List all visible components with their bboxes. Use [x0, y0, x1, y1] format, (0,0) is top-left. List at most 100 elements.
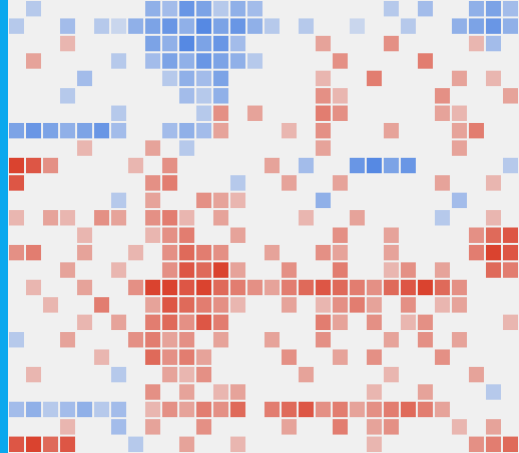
heatmap-cell	[26, 175, 42, 191]
heatmap-cell	[383, 262, 399, 278]
heatmap-cell	[77, 227, 93, 243]
heatmap-cell	[400, 349, 416, 365]
heatmap-cell	[349, 70, 365, 87]
heatmap-cell	[60, 297, 76, 313]
heatmap-cell	[247, 105, 263, 121]
heatmap-cell	[502, 140, 518, 156]
heatmap-cell	[400, 279, 416, 296]
heatmap-cell	[485, 18, 501, 34]
heatmap-cell	[400, 401, 416, 418]
heatmap-cell	[366, 314, 382, 331]
heatmap-cell	[332, 35, 348, 52]
heatmap-cell	[485, 332, 501, 348]
heatmap-cell	[400, 157, 416, 174]
heatmap-cell	[315, 192, 331, 209]
heatmap-cell	[315, 35, 331, 52]
heatmap-cell	[26, 384, 42, 400]
heatmap-cell	[26, 262, 42, 278]
heatmap-cell	[485, 122, 501, 139]
heatmap-cell	[94, 157, 110, 174]
heatmap-cell	[162, 157, 178, 174]
heatmap-cell	[281, 297, 297, 313]
heatmap-cell	[43, 436, 59, 452]
heatmap-cell	[451, 88, 467, 104]
heatmap-cell	[298, 175, 314, 191]
heatmap-cell	[281, 157, 297, 174]
heatmap-cell	[26, 401, 42, 418]
heatmap-cell	[332, 436, 348, 452]
heatmap-cell	[281, 332, 297, 348]
heatmap-cell	[264, 332, 280, 348]
heatmap-cell	[264, 401, 280, 418]
heatmap-cell	[417, 18, 433, 34]
heatmap-cell	[162, 297, 178, 313]
heatmap-cell	[349, 314, 365, 331]
heatmap-cell	[128, 279, 144, 296]
heatmap-cell	[145, 105, 161, 121]
heatmap-cell	[60, 244, 76, 261]
heatmap-cell	[332, 175, 348, 191]
heatmap-cell	[9, 384, 25, 400]
heatmap-cell	[281, 18, 297, 34]
heatmap-cell	[77, 436, 93, 452]
heatmap-cell	[264, 227, 280, 243]
heatmap-cell	[9, 436, 25, 452]
heatmap-cell	[417, 384, 433, 400]
heatmap-cell	[451, 314, 467, 331]
heatmap-cell	[468, 122, 484, 139]
heatmap-cell	[230, 244, 246, 261]
heatmap-cell	[111, 1, 127, 17]
heatmap-cell	[281, 175, 297, 191]
heatmap-cell	[111, 366, 127, 383]
heatmap-cell	[162, 419, 178, 435]
heatmap-cell	[383, 70, 399, 87]
heatmap-cell	[502, 1, 518, 17]
heatmap-cell	[26, 210, 42, 226]
heatmap-cell	[315, 227, 331, 243]
heatmap-cell	[468, 297, 484, 313]
heatmap-cell	[43, 70, 59, 87]
heatmap-cell	[128, 192, 144, 209]
heatmap-cell	[43, 332, 59, 348]
heatmap-cell	[366, 122, 382, 139]
heatmap-cell	[230, 88, 246, 104]
heatmap-cell	[145, 192, 161, 209]
heatmap-cell	[60, 35, 76, 52]
heatmap-cell	[77, 262, 93, 278]
heatmap-cell	[502, 384, 518, 400]
heatmap-cell	[60, 227, 76, 243]
heatmap-cell	[315, 366, 331, 383]
heatmap-cell	[485, 384, 501, 400]
heatmap-cell	[315, 297, 331, 313]
heatmap-cell	[468, 35, 484, 52]
heatmap-cell	[77, 244, 93, 261]
heatmap-cell	[213, 157, 229, 174]
heatmap-cell	[485, 401, 501, 418]
heatmap-cell	[94, 70, 110, 87]
heatmap-cell	[366, 227, 382, 243]
heatmap-cell	[349, 140, 365, 156]
heatmap-cell	[162, 88, 178, 104]
heatmap-cell	[26, 366, 42, 383]
heatmap-cell	[77, 53, 93, 69]
heatmap-cell	[468, 192, 484, 209]
heatmap-cell	[43, 314, 59, 331]
heatmap-cell	[162, 35, 178, 52]
heatmap-cell	[349, 436, 365, 452]
heatmap-cell	[94, 314, 110, 331]
heatmap-cell	[281, 419, 297, 435]
heatmap-cell	[162, 349, 178, 365]
heatmap-cell	[179, 297, 195, 313]
heatmap-cell	[281, 279, 297, 296]
heatmap-cell	[145, 70, 161, 87]
heatmap-cell	[196, 18, 212, 34]
heatmap-cell	[162, 314, 178, 331]
heatmap-cell	[383, 349, 399, 365]
heatmap-cell	[400, 53, 416, 69]
heatmap-cell	[434, 210, 450, 226]
heatmap-cell	[315, 53, 331, 69]
heatmap-cell	[298, 18, 314, 34]
heatmap-cell	[77, 349, 93, 365]
heatmap-cell	[179, 157, 195, 174]
heatmap-cell	[468, 262, 484, 278]
